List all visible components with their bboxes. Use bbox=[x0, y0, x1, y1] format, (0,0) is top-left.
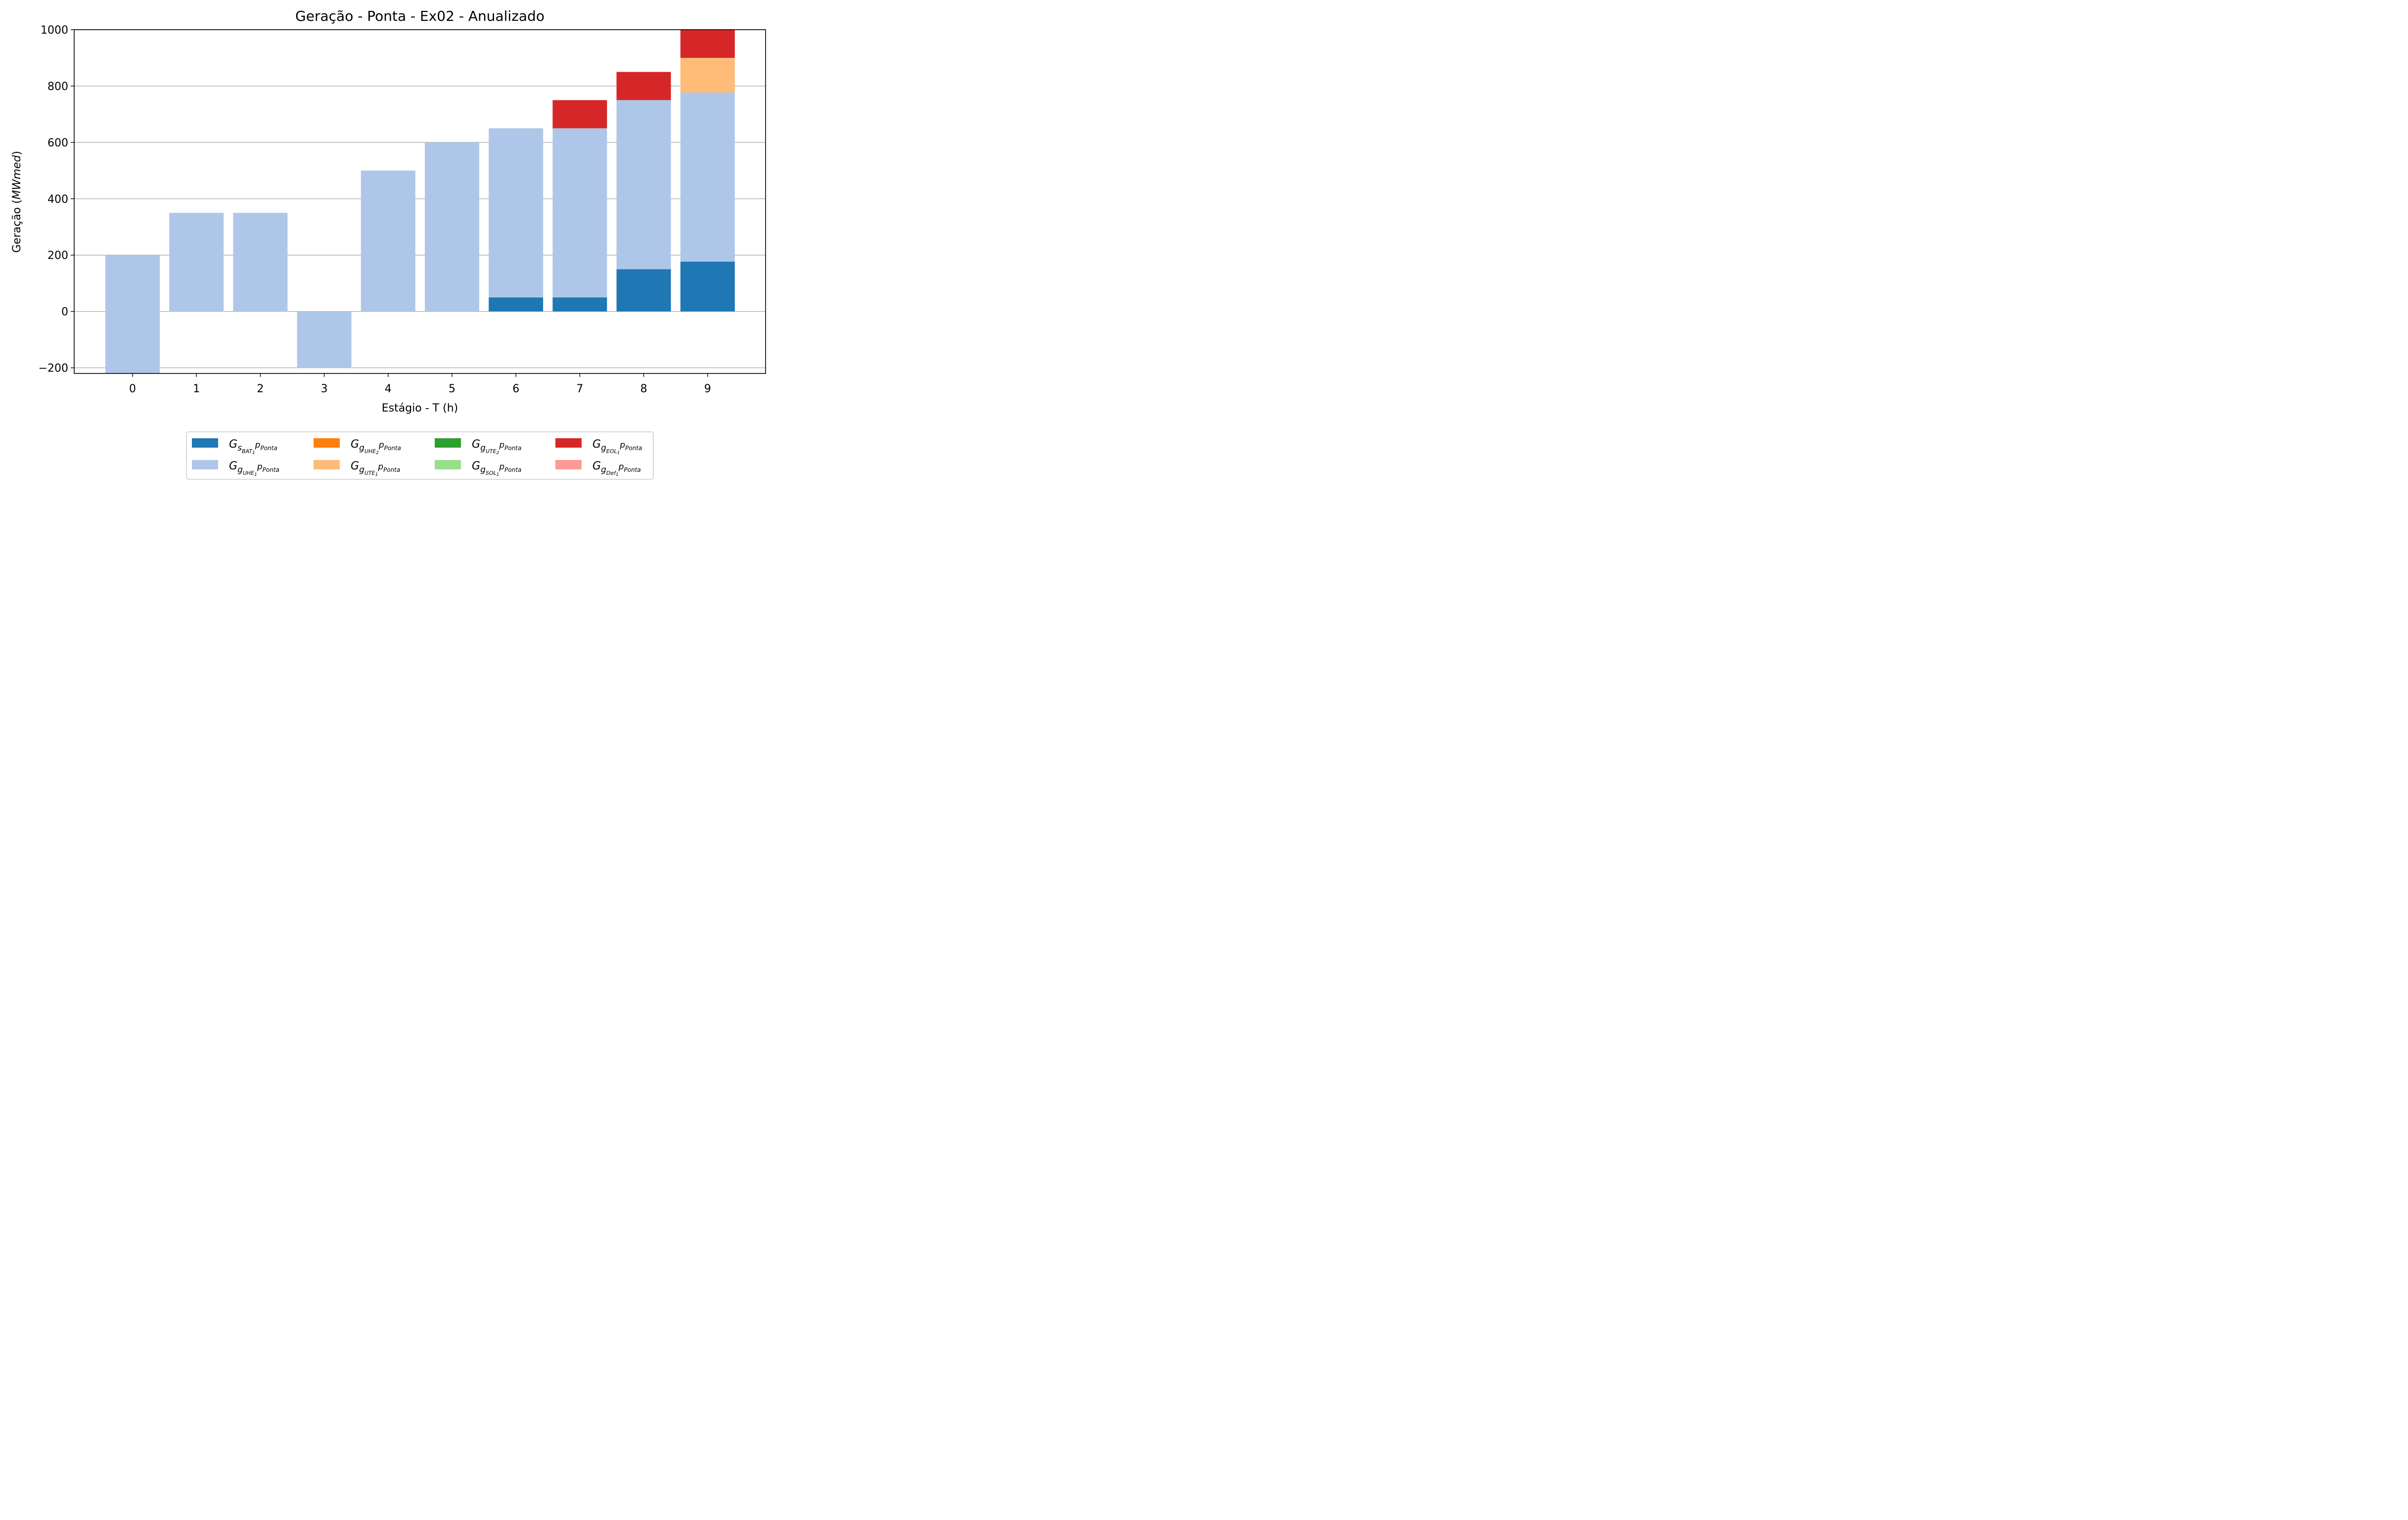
legend-label: GgUTE1pPonta bbox=[351, 460, 400, 477]
y-tick-label: 200 bbox=[47, 250, 68, 262]
y-tick-label: 1000 bbox=[41, 24, 68, 37]
bar-segment bbox=[361, 170, 415, 312]
bar-segment bbox=[552, 297, 607, 312]
bar-segment bbox=[169, 213, 224, 312]
y-tick-label: 0 bbox=[61, 306, 68, 319]
legend-swatch bbox=[314, 438, 340, 448]
bar-segment bbox=[297, 311, 352, 368]
y-axis-label-unit: MWmed bbox=[11, 155, 23, 200]
legend: GsBAT1pPonta GgUHE1pPonta GgUHE2pPonta GgUT… bbox=[186, 431, 654, 480]
bar-segment bbox=[616, 100, 671, 270]
bar-segment bbox=[489, 128, 544, 298]
x-tick-label: 7 bbox=[576, 383, 583, 395]
chart: −200 0 200 400 600 800 1000 0 1 2 3 4 5 6 7 8 9 Geração … bbox=[11, 8, 766, 480]
bars bbox=[105, 30, 735, 373]
legend-label: GgEOL1pPonta bbox=[592, 438, 642, 456]
bar-segment bbox=[425, 142, 479, 312]
axis-ticks: −200 0 200 400 600 800 1000 0 1 2 3 4 5 6 7 8 9 bbox=[39, 24, 711, 395]
x-tick-label: 5 bbox=[449, 383, 455, 395]
y-axis-label-suffix: ) bbox=[11, 151, 23, 155]
x-tick-label: 2 bbox=[257, 383, 264, 395]
y-tick-label: −200 bbox=[39, 363, 68, 375]
legend-swatch bbox=[435, 460, 461, 469]
x-tick-label: 1 bbox=[193, 383, 200, 395]
legend-swatch bbox=[192, 460, 218, 469]
bar-segment bbox=[616, 72, 671, 100]
plot-frame bbox=[74, 29, 766, 374]
x-tick-label: 0 bbox=[129, 383, 136, 395]
legend-label: GsBAT1pPonta bbox=[229, 438, 277, 456]
x-tick-label: 3 bbox=[321, 383, 328, 395]
legend-label: GgUHE2pPonta bbox=[351, 438, 401, 456]
chart-title: Geração - Ponta - Ex02 - Anualizado bbox=[295, 8, 545, 24]
y-axis-label-prefix: Geração ( bbox=[11, 199, 23, 253]
bar-segment bbox=[552, 100, 607, 129]
x-tick-label: 6 bbox=[512, 383, 519, 395]
x-tick-label: 9 bbox=[704, 383, 711, 395]
bar-segment bbox=[489, 297, 544, 312]
legend-swatch bbox=[435, 438, 461, 448]
x-tick-label: 8 bbox=[640, 383, 647, 395]
x-tick-label: 4 bbox=[385, 383, 392, 395]
bar-segment bbox=[552, 128, 607, 298]
legend-label: GgSOL1pPonta bbox=[472, 460, 521, 477]
bar-segment bbox=[680, 30, 735, 58]
x-axis-label: Estágio - T (h) bbox=[382, 402, 458, 415]
legend-label: GgUHE1pPonta bbox=[229, 460, 279, 477]
bar-segment bbox=[616, 269, 671, 312]
legend-swatch bbox=[555, 438, 582, 448]
y-tick-label: 600 bbox=[47, 137, 68, 149]
y-tick-label: 400 bbox=[47, 193, 68, 206]
bar-segment bbox=[105, 311, 160, 373]
bar-segment bbox=[680, 92, 735, 262]
y-axis-label: Geração (MWmed) bbox=[11, 151, 23, 253]
legend-label: GgDef1pPonta bbox=[592, 460, 641, 477]
bar-segment bbox=[233, 213, 288, 312]
legend-swatch bbox=[555, 460, 582, 469]
legend-swatch bbox=[314, 460, 340, 469]
bar-segment bbox=[680, 57, 735, 93]
bar-segment bbox=[105, 255, 160, 312]
y-tick-label: 800 bbox=[47, 81, 68, 93]
legend-label: GgUTE2pPonta bbox=[472, 438, 521, 456]
legend-swatch bbox=[192, 438, 218, 448]
bar-segment bbox=[680, 261, 735, 312]
legend-frame bbox=[186, 431, 654, 480]
